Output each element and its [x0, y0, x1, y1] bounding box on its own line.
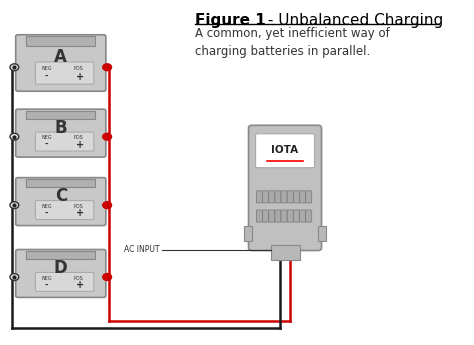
Text: C: C: [55, 187, 67, 205]
Text: +: +: [76, 72, 84, 82]
Bar: [27, 111, 95, 119]
FancyBboxPatch shape: [281, 210, 287, 222]
FancyBboxPatch shape: [306, 210, 312, 222]
Circle shape: [103, 202, 111, 209]
Text: NEG: NEG: [41, 276, 52, 281]
Text: POS: POS: [73, 135, 83, 140]
FancyBboxPatch shape: [16, 249, 106, 297]
Circle shape: [103, 64, 111, 71]
FancyBboxPatch shape: [263, 210, 269, 222]
Text: A: A: [55, 48, 67, 66]
FancyBboxPatch shape: [300, 191, 306, 203]
Text: IOTA: IOTA: [272, 145, 299, 155]
Text: +: +: [76, 208, 84, 218]
FancyBboxPatch shape: [256, 210, 263, 222]
Text: -: -: [45, 140, 49, 149]
FancyBboxPatch shape: [255, 134, 314, 168]
Text: AC INPUT: AC INPUT: [124, 245, 160, 254]
Circle shape: [103, 274, 111, 280]
FancyBboxPatch shape: [16, 178, 106, 226]
Text: NEG: NEG: [41, 135, 52, 140]
FancyBboxPatch shape: [306, 191, 312, 203]
FancyBboxPatch shape: [281, 191, 287, 203]
Text: +: +: [76, 280, 84, 290]
Bar: [27, 179, 95, 187]
Text: - Unbalanced Charging: - Unbalanced Charging: [263, 13, 443, 28]
FancyBboxPatch shape: [300, 210, 306, 222]
Bar: [27, 37, 95, 46]
Bar: [318, 226, 326, 240]
Circle shape: [10, 64, 19, 71]
Text: POS: POS: [73, 66, 83, 71]
FancyBboxPatch shape: [36, 62, 94, 84]
FancyBboxPatch shape: [287, 210, 293, 222]
Text: +: +: [76, 140, 84, 150]
FancyBboxPatch shape: [36, 273, 94, 292]
FancyBboxPatch shape: [269, 210, 275, 222]
Circle shape: [10, 274, 19, 280]
Text: -: -: [45, 72, 49, 81]
Text: POS: POS: [73, 204, 83, 209]
Bar: [271, 245, 300, 260]
Circle shape: [10, 202, 19, 209]
Circle shape: [103, 133, 111, 140]
Text: -: -: [45, 280, 49, 289]
Text: D: D: [54, 259, 68, 277]
FancyBboxPatch shape: [263, 191, 269, 203]
Bar: [27, 251, 95, 259]
FancyBboxPatch shape: [275, 191, 281, 203]
Text: Figure 1: Figure 1: [195, 13, 265, 28]
FancyBboxPatch shape: [36, 132, 94, 151]
Circle shape: [10, 133, 19, 140]
Text: NEG: NEG: [41, 66, 52, 71]
FancyBboxPatch shape: [16, 109, 106, 157]
Text: A common, yet inefficient way of
charging batteries in parallel.: A common, yet inefficient way of chargin…: [195, 27, 390, 58]
Bar: [244, 226, 252, 240]
FancyBboxPatch shape: [248, 125, 321, 250]
Text: POS: POS: [73, 276, 83, 281]
FancyBboxPatch shape: [293, 210, 300, 222]
Text: B: B: [55, 119, 67, 137]
FancyBboxPatch shape: [287, 191, 293, 203]
Text: -: -: [45, 209, 49, 218]
FancyBboxPatch shape: [36, 200, 94, 219]
Text: NEG: NEG: [41, 204, 52, 209]
FancyBboxPatch shape: [293, 191, 300, 203]
FancyBboxPatch shape: [256, 191, 263, 203]
FancyBboxPatch shape: [275, 210, 281, 222]
FancyBboxPatch shape: [16, 35, 106, 91]
FancyBboxPatch shape: [269, 191, 275, 203]
